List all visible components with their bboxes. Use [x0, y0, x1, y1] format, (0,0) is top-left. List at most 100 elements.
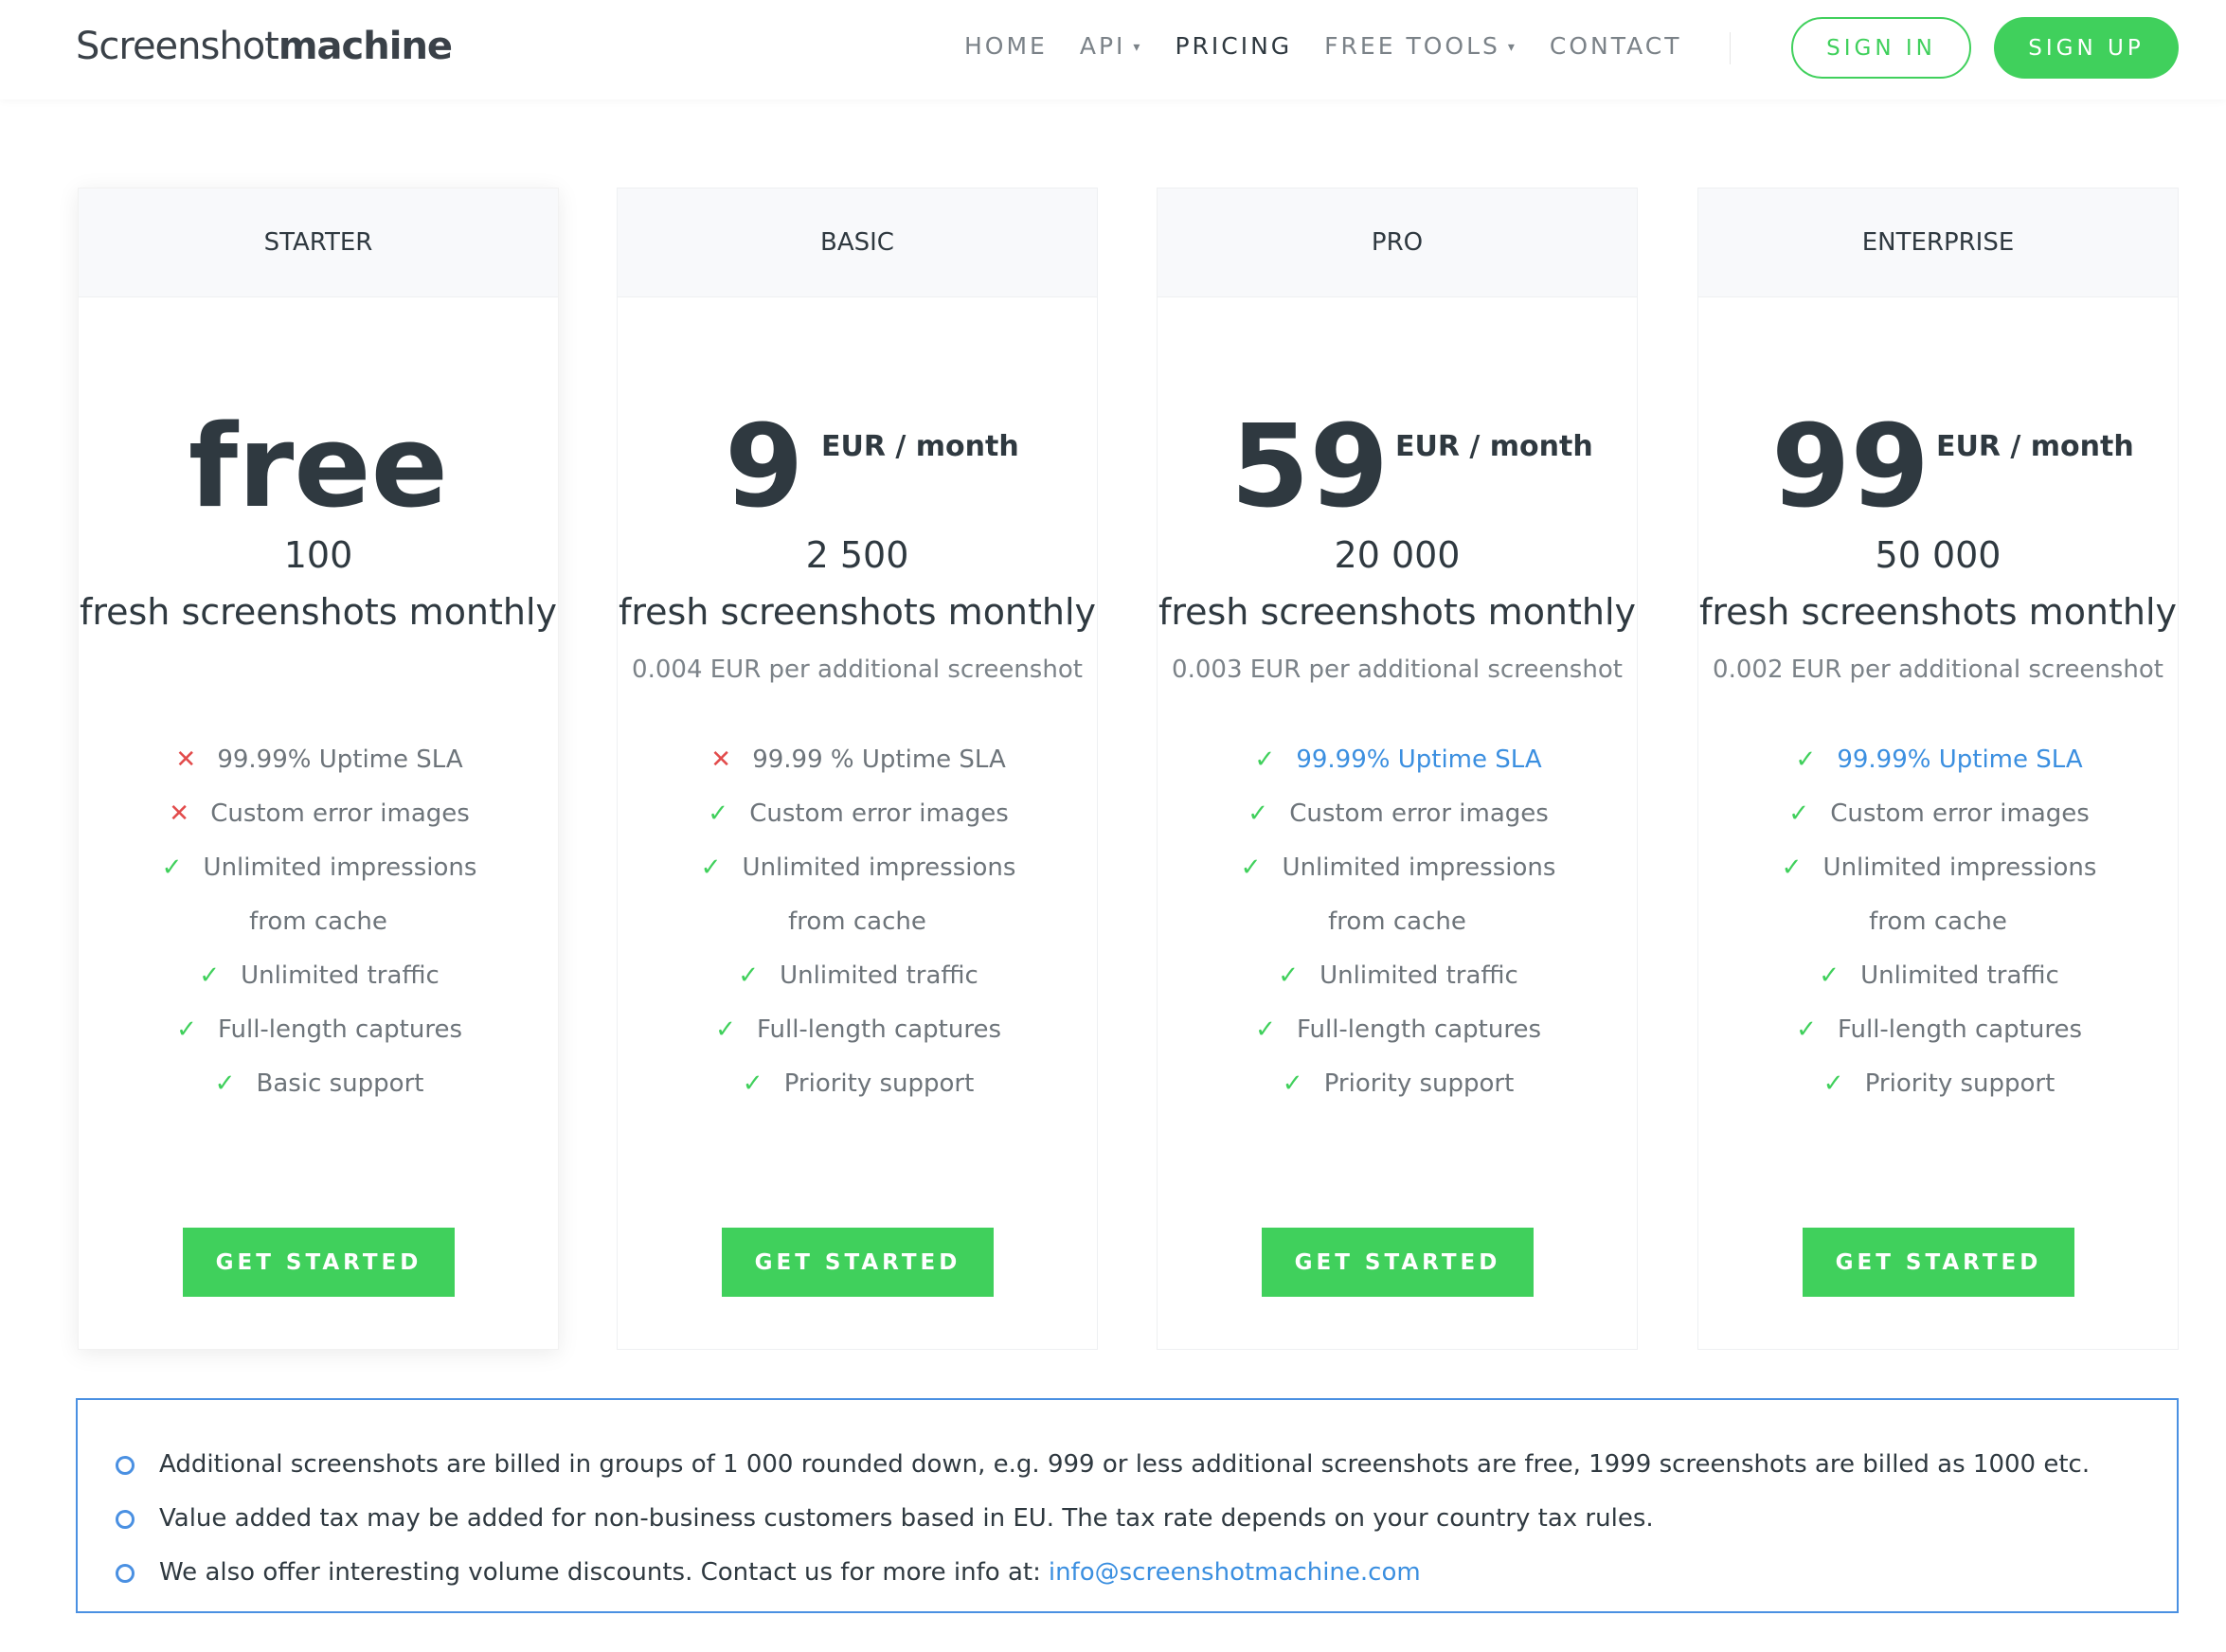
check-icon: ✓ — [1255, 1015, 1276, 1044]
feature-label: from cache — [1869, 907, 2007, 936]
check-icon: ✓ — [1248, 799, 1269, 828]
feature-item: ✓ Full-length captures — [618, 1003, 1097, 1057]
feature-item: ✓ Priority support — [618, 1057, 1097, 1111]
check-icon: ✓ — [161, 853, 183, 882]
feature-item: ✕ Custom error images — [79, 787, 558, 841]
check-icon: ✓ — [742, 1069, 763, 1098]
feature-item: ✓ Basic support — [79, 1057, 558, 1111]
feature-item: ✓ Unlimited traffic — [1698, 949, 2178, 1003]
feature-item: ✓ Custom error images — [618, 787, 1097, 841]
sign-in-button[interactable]: SIGN IN — [1791, 17, 1971, 79]
get-started-button[interactable]: GET STARTED — [1803, 1228, 2074, 1297]
price: 99 EUR / month — [1698, 297, 2178, 534]
note-text: Value added tax may be added for non-bus… — [159, 1504, 1654, 1533]
feature-item: from cache — [1158, 895, 1637, 949]
price-unit: EUR / month — [1395, 430, 1593, 463]
check-icon: ✓ — [700, 853, 722, 882]
feature-label: Custom error images — [749, 799, 1009, 828]
feature-label: from cache — [249, 907, 387, 936]
feature-label: Unlimited impressions — [1282, 853, 1556, 882]
get-started-button[interactable]: GET STARTED — [722, 1228, 994, 1297]
price-amount: free — [188, 402, 449, 533]
additional-price: 0.002 EUR per additional screenshot — [1713, 655, 2163, 684]
check-icon: ✓ — [1819, 961, 1840, 990]
check-icon: ✓ — [176, 1015, 197, 1044]
feature-item: ✓ Full-length captures — [1698, 1003, 2178, 1057]
chevron-down-icon: ▾ — [1507, 40, 1517, 55]
get-started-button[interactable]: GET STARTED — [1262, 1228, 1534, 1297]
nav-label: API — [1079, 32, 1126, 60]
nav-contact[interactable]: CONTACT — [1550, 32, 1682, 60]
nav-api[interactable]: API ▾ — [1080, 32, 1143, 60]
feature-label: Unlimited traffic — [1319, 961, 1518, 990]
sign-up-button[interactable]: SIGN UP — [1994, 17, 2179, 79]
feature-item: ✓ Unlimited traffic — [79, 949, 558, 1003]
screenshot-count: 2 500 — [805, 534, 909, 576]
price-unit: EUR / month — [821, 430, 1019, 463]
chevron-down-icon: ▾ — [1133, 40, 1143, 55]
additional-price: 0.004 EUR per additional screenshot — [632, 655, 1083, 684]
feature-label: Unlimited impressions — [1822, 853, 2097, 882]
nav-home[interactable]: HOME — [964, 32, 1048, 60]
feature-label: Custom error images — [210, 799, 470, 828]
price-unit: EUR / month — [1936, 430, 2134, 463]
check-icon: ✓ — [1822, 1069, 1844, 1098]
feature-item: ✓ Full-length captures — [79, 1003, 558, 1057]
note-item: Additional screenshots are billed in gro… — [116, 1438, 2177, 1492]
feature-label: 99.99% Uptime SLA — [1296, 745, 1542, 774]
circle-bullet-icon — [116, 1563, 135, 1583]
main-nav: HOME API ▾ PRICING FREE TOOLS ▾ CONTACT — [964, 32, 1681, 60]
price: free — [79, 297, 558, 534]
screenshot-count-label: fresh screenshots monthly — [79, 591, 558, 633]
get-started-button[interactable]: GET STARTED — [183, 1228, 455, 1297]
feature-label: Full-length captures — [217, 1015, 463, 1044]
note-text: We also offer interesting volume discoun… — [159, 1558, 1041, 1587]
nav-free-tools[interactable]: FREE TOOLS ▾ — [1324, 32, 1517, 60]
feature-label: Unlimited traffic — [780, 961, 978, 990]
feature-label: Priority support — [1323, 1069, 1515, 1098]
check-icon: ✓ — [738, 961, 760, 990]
check-icon: ✓ — [1254, 745, 1276, 774]
nav-label: CONTACT — [1549, 32, 1682, 60]
feature-label: Custom error images — [1830, 799, 2090, 828]
screenshot-count: 20 000 — [1334, 534, 1461, 576]
nav-label: PRICING — [1175, 32, 1293, 60]
screenshot-count-label: fresh screenshots monthly — [618, 591, 1097, 633]
plan-card-basic: BASIC 9 EUR / month 2 500 fresh screensho… — [617, 188, 1098, 1350]
check-icon: ✓ — [199, 961, 221, 990]
feature-item: ✓ Unlimited impressions — [1698, 841, 2178, 895]
nav-label: FREE TOOLS — [1324, 32, 1500, 60]
pricing-notes: Additional screenshots are billed in gro… — [76, 1398, 2179, 1613]
feature-label: Unlimited traffic — [241, 961, 440, 990]
feature-label: 99.99% Uptime SLA — [217, 745, 463, 774]
screenshot-count-label: fresh screenshots monthly — [1158, 591, 1637, 633]
feature-label: Unlimited impressions — [203, 853, 477, 882]
feature-item[interactable]: ✓ 99.99% Uptime SLA — [1698, 733, 2178, 787]
feature-label: Priority support — [1864, 1069, 2055, 1098]
feature-item: ✓ Custom error images — [1698, 787, 2178, 841]
feature-list: ✓ 99.99% Uptime SLA ✓ Custom error images ✓ U… — [1698, 733, 2178, 1111]
feature-label: Unlimited traffic — [1860, 961, 2059, 990]
price-amount: 59 — [1230, 402, 1389, 533]
feature-label: Full-length captures — [1296, 1015, 1542, 1044]
logo[interactable]: Screenshotmachine — [76, 25, 453, 68]
feature-label: from cache — [788, 907, 926, 936]
screenshot-count: 50 000 — [1875, 534, 2002, 576]
feature-item: ✕ 99.99% Uptime SLA — [79, 733, 558, 787]
feature-label: from cache — [1328, 907, 1466, 936]
plan-card-enterprise: ENTERPRISE 99 EUR / month 50 000 fresh sc… — [1697, 188, 2179, 1350]
nav-pricing[interactable]: PRICING — [1175, 32, 1292, 60]
feature-item: ✓ Priority support — [1158, 1057, 1637, 1111]
price: 59 EUR / month — [1158, 297, 1637, 534]
circle-bullet-icon — [116, 1509, 135, 1529]
additional-price: 0.003 EUR per additional screenshot — [1172, 655, 1623, 684]
screenshot-count-label: fresh screenshots monthly — [1698, 591, 2178, 633]
circle-bullet-icon — [116, 1455, 135, 1475]
feature-item: from cache — [618, 895, 1097, 949]
email-link[interactable]: info@screenshotmachine.com — [1048, 1558, 1421, 1587]
cross-icon: ✕ — [175, 745, 197, 774]
check-icon: ✓ — [1240, 853, 1262, 882]
check-icon: ✓ — [708, 799, 729, 828]
plan-name: ENTERPRISE — [1698, 189, 2178, 297]
feature-item[interactable]: ✓ 99.99% Uptime SLA — [1158, 733, 1637, 787]
